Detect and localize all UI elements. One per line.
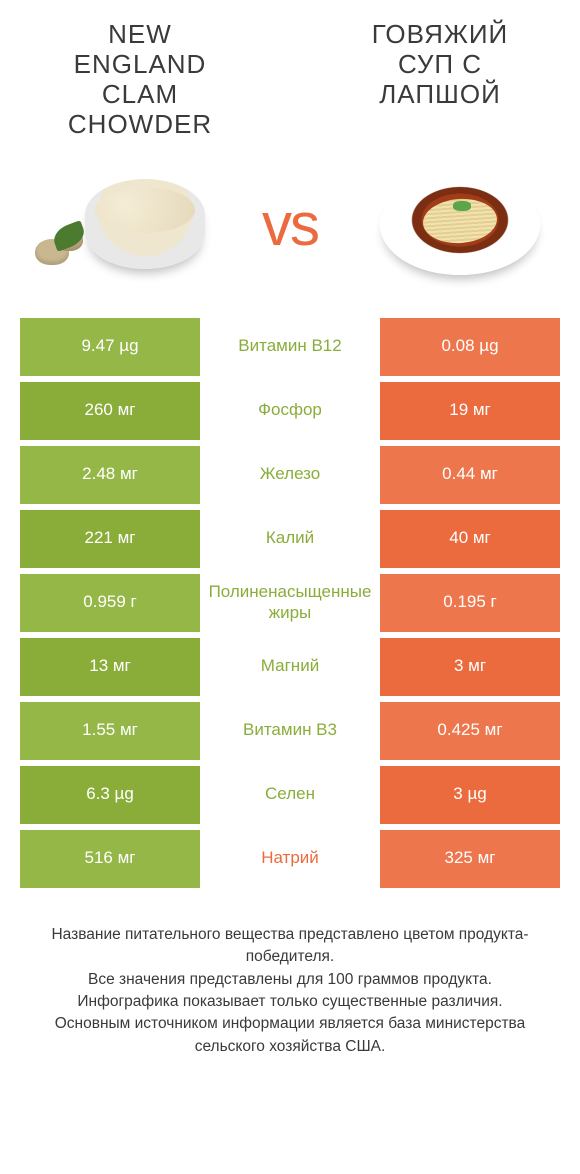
nutrient-label-cell: Витамин B3 <box>200 702 380 760</box>
right-value-cell: 3 мг <box>380 638 560 696</box>
table-row: 9.47 µgВитамин B120.08 µg <box>20 318 560 376</box>
right-value-cell: 325 мг <box>380 830 560 888</box>
left-value-cell: 221 мг <box>20 510 200 568</box>
nutrient-label-cell: Фосфор <box>200 382 380 440</box>
left-value-cell: 6.3 µg <box>20 766 200 824</box>
table-row: 2.48 мгЖелезо0.44 мг <box>20 446 560 504</box>
left-value-cell: 9.47 µg <box>20 318 200 376</box>
table-row: 0.959 гПолиненасыщенные жиры0.195 г <box>20 574 560 632</box>
right-value-cell: 0.425 мг <box>380 702 560 760</box>
table-row: 6.3 µgСелен3 µg <box>20 766 560 824</box>
footer-notes: Название питательного вещества представл… <box>30 924 550 1059</box>
right-value-cell: 0.44 мг <box>380 446 560 504</box>
left-value-cell: 13 мг <box>20 638 200 696</box>
nutrient-label-cell: Селен <box>200 766 380 824</box>
table-row: 13 мгМагний3 мг <box>20 638 560 696</box>
right-value-cell: 3 µg <box>380 766 560 824</box>
left-food-illustration <box>30 160 210 290</box>
vs-label: vs <box>262 190 318 259</box>
nutrient-comparison-table: 9.47 µgВитамин B120.08 µg 260 мгФосфор19 … <box>20 318 560 888</box>
right-food-title: ГОВЯЖИЙ СУП С ЛАПШОЙ <box>340 20 540 140</box>
nutrient-label-cell: Полиненасыщенные жиры <box>200 574 380 632</box>
nutrient-label-cell: Витамин B12 <box>200 318 380 376</box>
table-row: 221 мгКалий40 мг <box>20 510 560 568</box>
right-value-cell: 0.08 µg <box>380 318 560 376</box>
footer-line: Все значения представлены для 100 граммо… <box>30 969 550 991</box>
nutrient-label-cell: Магний <box>200 638 380 696</box>
left-food-title: NEW ENGLAND CLAM CHOWDER <box>40 20 240 140</box>
left-value-cell: 260 мг <box>20 382 200 440</box>
nutrient-label-cell: Железо <box>200 446 380 504</box>
left-value-cell: 1.55 мг <box>20 702 200 760</box>
nutrient-label-cell: Натрий <box>200 830 380 888</box>
right-value-cell: 40 мг <box>380 510 560 568</box>
table-row: 260 мгФосфор19 мг <box>20 382 560 440</box>
footer-line: Название питательного вещества представл… <box>30 924 550 969</box>
footer-line: Инфографика показывает только существенн… <box>30 991 550 1013</box>
right-value-cell: 19 мг <box>380 382 560 440</box>
left-value-cell: 2.48 мг <box>20 446 200 504</box>
footer-line: Основным источником информации является … <box>30 1013 550 1058</box>
header: NEW ENGLAND CLAM CHOWDER ГОВЯЖИЙ СУП С Л… <box>0 0 580 150</box>
table-row: 516 мгНатрий325 мг <box>20 830 560 888</box>
right-food-illustration <box>370 160 550 290</box>
table-row: 1.55 мгВитамин B30.425 мг <box>20 702 560 760</box>
images-row: vs <box>0 150 580 310</box>
left-value-cell: 0.959 г <box>20 574 200 632</box>
right-value-cell: 0.195 г <box>380 574 560 632</box>
nutrient-label-cell: Калий <box>200 510 380 568</box>
left-value-cell: 516 мг <box>20 830 200 888</box>
